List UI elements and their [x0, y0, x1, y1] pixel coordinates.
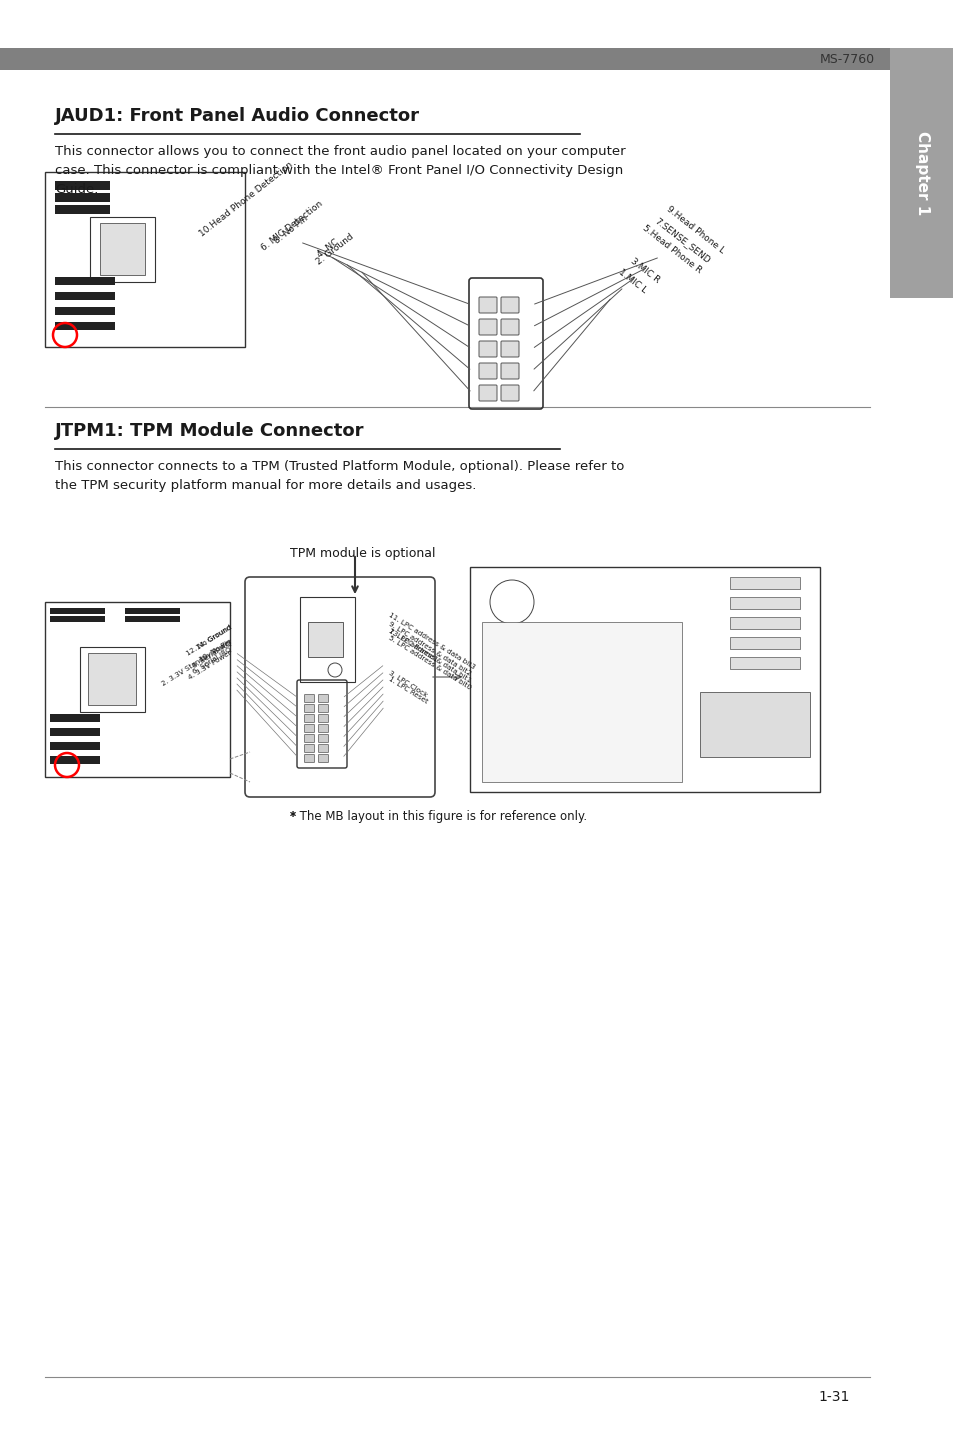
Text: 7. LPC address & data bit1: 7. LPC address & data bit1	[387, 629, 471, 684]
FancyBboxPatch shape	[45, 601, 230, 778]
FancyBboxPatch shape	[308, 621, 343, 657]
Text: 8. No Pin: 8. No Pin	[273, 215, 310, 246]
Text: 5.Head Phone R: 5.Head Phone R	[640, 223, 702, 275]
Text: 1. LPC Reset: 1. LPC Reset	[387, 676, 428, 705]
Circle shape	[328, 663, 341, 677]
Bar	[50, 756, 100, 765]
Bar	[729, 637, 800, 649]
Text: Chapter 1: Chapter 1	[914, 130, 928, 215]
Text: JAUD1: Front Panel Audio Connector: JAUD1: Front Panel Audio Connector	[55, 107, 419, 125]
Text: 6. MIC Detection: 6. MIC Detection	[260, 199, 325, 253]
FancyBboxPatch shape	[318, 705, 328, 713]
FancyBboxPatch shape	[318, 725, 328, 733]
FancyBboxPatch shape	[304, 695, 314, 703]
Text: 1-31: 1-31	[818, 1390, 849, 1403]
Bar	[729, 657, 800, 669]
Text: 5. LPC address & data bit0: 5. LPC address & data bit0	[387, 634, 471, 692]
Bar	[55, 193, 110, 202]
Text: 7.SENSE_SEND: 7.SENSE_SEND	[652, 216, 711, 265]
Bar	[50, 616, 105, 621]
FancyBboxPatch shape	[318, 745, 328, 752]
FancyBboxPatch shape	[318, 695, 328, 703]
Bar	[125, 616, 180, 621]
Text: 9.Head Phone L: 9.Head Phone L	[664, 205, 726, 255]
Bar	[50, 727, 100, 736]
Text: This connector connects to a TPM (Trusted Platform Module, optional). Please ref: This connector connects to a TPM (Truste…	[55, 460, 623, 493]
Text: 11. LPC address & data bit3: 11. LPC address & data bit3	[387, 611, 476, 670]
Bar	[729, 577, 800, 589]
FancyBboxPatch shape	[500, 319, 518, 335]
FancyBboxPatch shape	[304, 755, 314, 762]
Text: 2. 3.3V Standby Power: 2. 3.3V Standby Power	[160, 639, 233, 687]
Text: 4. 3.3V Power: 4. 3.3V Power	[188, 650, 233, 682]
FancyBboxPatch shape	[478, 385, 497, 401]
FancyBboxPatch shape	[304, 705, 314, 713]
FancyBboxPatch shape	[318, 715, 328, 723]
FancyBboxPatch shape	[299, 597, 355, 682]
Text: *: *	[290, 811, 300, 823]
FancyBboxPatch shape	[100, 223, 145, 275]
Text: 12. No Ground: 12. No Ground	[185, 624, 233, 657]
Text: 8. Serial IRQ: 8. Serial IRQ	[192, 640, 233, 669]
Text: 4. NC: 4. NC	[314, 238, 339, 261]
Bar	[55, 205, 110, 213]
FancyBboxPatch shape	[318, 735, 328, 743]
Text: 1.MIC L: 1.MIC L	[617, 268, 648, 295]
FancyBboxPatch shape	[304, 725, 314, 733]
FancyBboxPatch shape	[80, 647, 145, 712]
FancyBboxPatch shape	[318, 755, 328, 762]
FancyBboxPatch shape	[470, 567, 820, 792]
FancyBboxPatch shape	[304, 745, 314, 752]
Text: TPM module is optional: TPM module is optional	[290, 547, 435, 560]
FancyBboxPatch shape	[90, 218, 154, 282]
Text: 6. Serial IRQ: 6. Serial IRQ	[192, 646, 233, 674]
Bar	[55, 180, 110, 190]
Bar	[50, 742, 100, 750]
FancyBboxPatch shape	[0, 49, 889, 70]
Text: 13. LPC Frame1: 13. LPC Frame1	[387, 629, 437, 663]
Bar	[729, 597, 800, 609]
FancyBboxPatch shape	[45, 172, 245, 347]
FancyBboxPatch shape	[500, 296, 518, 314]
Bar	[55, 306, 115, 315]
Circle shape	[490, 580, 534, 624]
FancyBboxPatch shape	[700, 692, 809, 758]
Text: This connector allows you to connect the front audio panel located on your compu: This connector allows you to connect the…	[55, 145, 625, 196]
Text: MS-7760: MS-7760	[819, 53, 874, 66]
FancyBboxPatch shape	[500, 362, 518, 379]
Bar	[50, 609, 105, 614]
FancyBboxPatch shape	[304, 715, 314, 723]
FancyBboxPatch shape	[889, 49, 953, 298]
Text: 10. No Pin: 10. No Pin	[198, 639, 233, 663]
Text: 2. Ground: 2. Ground	[314, 232, 355, 266]
FancyBboxPatch shape	[478, 296, 497, 314]
Bar	[50, 715, 100, 722]
FancyBboxPatch shape	[245, 577, 435, 798]
FancyBboxPatch shape	[500, 385, 518, 401]
Bar	[55, 292, 115, 299]
FancyBboxPatch shape	[88, 653, 136, 705]
FancyBboxPatch shape	[478, 362, 497, 379]
Text: JTPM1: TPM Module Connector: JTPM1: TPM Module Connector	[55, 422, 364, 440]
FancyBboxPatch shape	[481, 621, 681, 782]
FancyBboxPatch shape	[304, 735, 314, 743]
Bar	[55, 322, 115, 329]
FancyBboxPatch shape	[478, 319, 497, 335]
Text: 9. LPC address & data bit2: 9. LPC address & data bit2	[387, 621, 471, 677]
Text: * The MB layout in this figure is for reference only.: * The MB layout in this figure is for re…	[290, 811, 586, 823]
Text: 14. Ground: 14. Ground	[195, 624, 233, 652]
Text: 3.MIC R: 3.MIC R	[628, 256, 661, 285]
FancyBboxPatch shape	[500, 341, 518, 357]
Bar	[729, 617, 800, 629]
Bar	[125, 609, 180, 614]
Text: 10.Head Phone Detection: 10.Head Phone Detection	[198, 160, 294, 239]
FancyBboxPatch shape	[478, 341, 497, 357]
Bar	[55, 276, 115, 285]
Text: 3. LPC Clock: 3. LPC Clock	[387, 669, 427, 697]
